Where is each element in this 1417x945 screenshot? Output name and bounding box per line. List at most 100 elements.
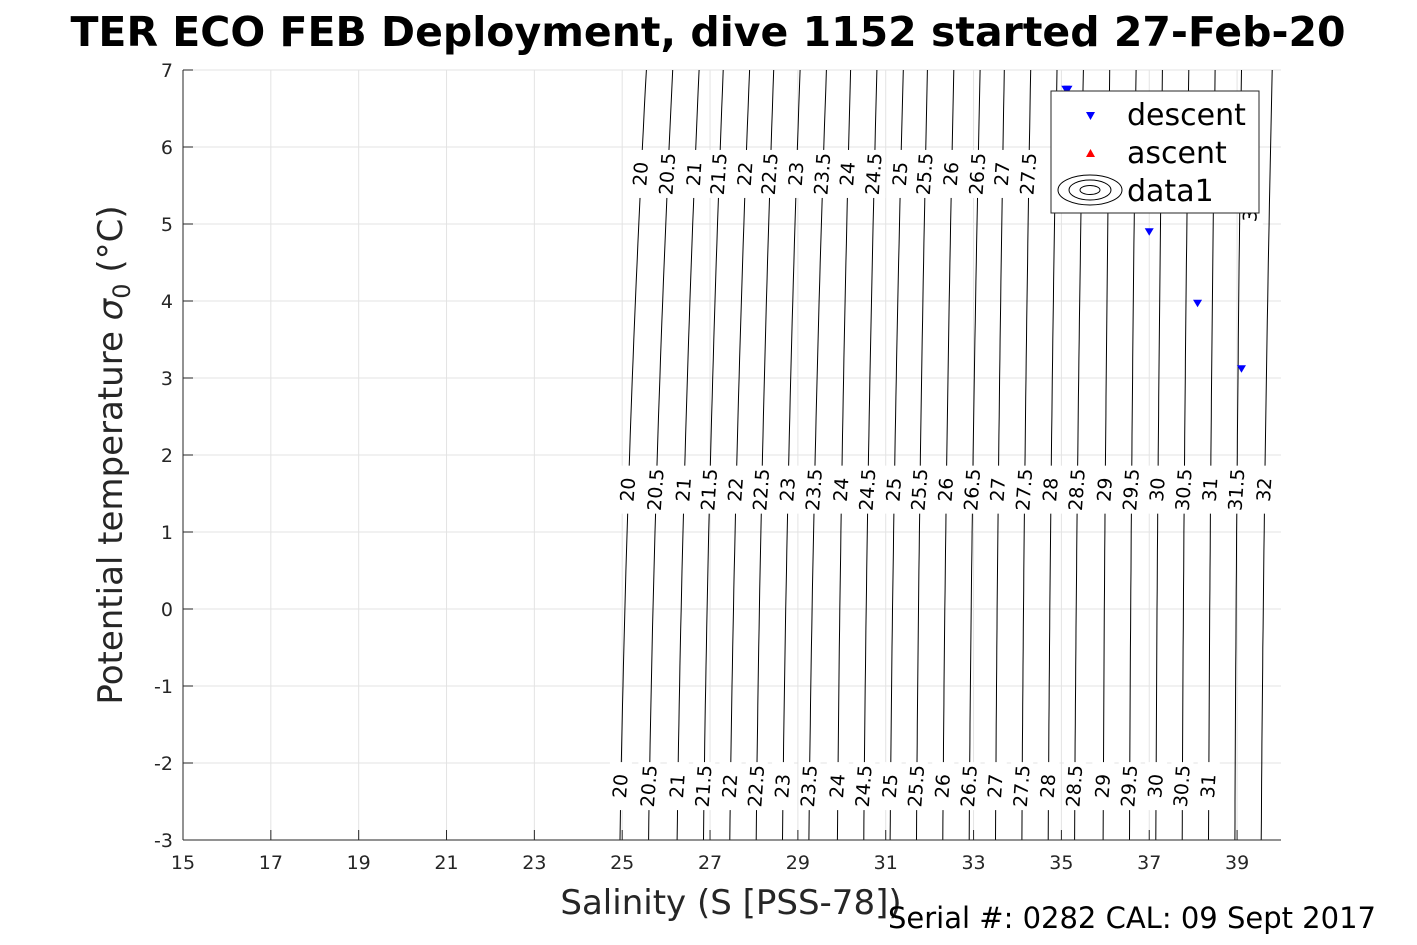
legend-ascent-marker: [1086, 149, 1095, 157]
y-tick-label: 0: [161, 599, 173, 621]
contour-label-bg: [991, 149, 1014, 198]
contour-line-22: [729, 69, 751, 841]
contour-label-bg: [853, 762, 876, 811]
contour-label-25: 25: [889, 161, 913, 187]
contour-line-20: [619, 69, 647, 841]
contour-label-bg: [935, 465, 958, 514]
contour-label-bg: [908, 465, 931, 514]
contour-label-31: 31: [1197, 773, 1221, 799]
x-tick-label: 15: [171, 852, 195, 874]
contour-label-bg: [803, 465, 826, 514]
contour-label-bg: [693, 762, 716, 811]
contour-label-bg: [966, 149, 989, 198]
contour-label-bg: [830, 465, 853, 514]
descent-point: [1063, 85, 1073, 94]
contour-label-27-5: 27.5: [1012, 468, 1037, 512]
contour-label-bg: [914, 149, 937, 198]
y-tick-label: 5: [161, 214, 173, 236]
x-tick-label: 39: [1225, 852, 1249, 874]
contour-label-bg: [617, 465, 640, 514]
contour-label-25: 25: [879, 773, 903, 799]
contour-label-bg: [883, 465, 906, 514]
contour-label-24: 24: [826, 773, 850, 799]
contour-label-23: 23: [771, 773, 795, 799]
contour-label-25-5: 25.5: [908, 468, 933, 512]
contour-label-21: 21: [672, 477, 696, 503]
legend-contour-icon: [1057, 174, 1123, 206]
contour-label-21: 21: [666, 773, 690, 799]
contour-label-bg: [1173, 465, 1196, 514]
x-tick-label: 35: [1049, 852, 1073, 874]
contour-label-30-5: 30.5: [1170, 764, 1195, 808]
x-tick-label: 25: [610, 852, 634, 874]
contour-label-bg: [725, 465, 748, 514]
contour-label-29: 29: [1091, 773, 1115, 799]
contour-label-24: 24: [836, 161, 860, 187]
contour-line-23: [782, 69, 801, 841]
contour-line-25: [889, 69, 904, 841]
contour-label-bg: [698, 465, 721, 514]
contour-label-bg: [1066, 465, 1089, 514]
x-tick-label: 33: [961, 852, 985, 874]
contour-label-bg: [1063, 762, 1086, 811]
contour-label-30-5: 30.5: [1172, 468, 1197, 512]
contour-label-26-5: 26.5: [960, 468, 985, 512]
chart-title: TER ECO FEB Deployment, dive 1152 starte…: [70, 8, 1345, 56]
y-tick-label: 7: [161, 60, 173, 82]
contour-label-24: 24: [830, 477, 854, 503]
contour-label-25-5: 25.5: [913, 152, 938, 196]
descent-point: [1144, 228, 1154, 236]
contour-label-bg: [609, 762, 632, 811]
contour-label-bg: [1118, 762, 1141, 811]
contour-line-27-5: [1021, 69, 1032, 841]
contour-label-21-5: 21.5: [697, 468, 722, 512]
contour-label-bg: [1225, 465, 1248, 514]
contour-label-bg: [1171, 762, 1194, 811]
contour-label-21-5: 21.5: [707, 152, 732, 196]
contour-label-bg: [905, 762, 928, 811]
serial-cal-footer: Serial #: 0282 CAL: 09 Sept 2017: [888, 901, 1376, 935]
contour-label-bg: [1197, 762, 1220, 811]
contour-label-bg: [932, 762, 955, 811]
y-tick-label: 1: [161, 522, 173, 544]
contour-label-24-5: 24.5: [862, 152, 887, 196]
legend: descent ascent data1: [1050, 90, 1260, 214]
contour-label-bg: [879, 762, 902, 811]
contour-label-bg: [772, 762, 795, 811]
contour-label-bg: [836, 149, 859, 198]
y-axis-label-subscript: 0: [108, 283, 136, 298]
contour-label-26-5: 26.5: [966, 152, 991, 196]
x-tick-label: 29: [786, 852, 810, 874]
contour-label-bg: [734, 149, 757, 198]
contour-label-29-5: 29.5: [1119, 468, 1144, 512]
descent-point: [1236, 365, 1246, 373]
contour-label-20-5: 20.5: [655, 152, 680, 196]
legend-ascent-label: ascent: [1127, 136, 1227, 171]
contour-label-bg: [1120, 465, 1143, 514]
legend-descent-label: descent: [1127, 98, 1246, 133]
contour-label-25: 25: [882, 477, 906, 503]
data-points: [1061, 85, 1246, 373]
contour-line-26-5: [968, 69, 981, 841]
contour-label-bg: [961, 465, 984, 514]
contour-label-30: 30: [1146, 477, 1170, 503]
y-axis-label: Potential temperature σ0 (°C): [91, 205, 136, 704]
contour-label-bg: [745, 762, 768, 811]
legend-box: [1050, 90, 1260, 214]
contour-line-21-5: [703, 69, 724, 841]
y-tick-label: -2: [154, 753, 173, 775]
contour-label-bg: [889, 149, 912, 198]
y-tick-label: -1: [154, 676, 173, 698]
contour-label-24-5: 24.5: [856, 468, 881, 512]
contour-label-bg: [708, 149, 731, 198]
y-axis-label-text: Potential temperature: [91, 320, 131, 704]
contour-label-26-5: 26.5: [957, 764, 982, 808]
contour-label-bg: [1199, 465, 1222, 514]
x-tick-label: 31: [874, 852, 898, 874]
contour-label-28-5: 28.5: [1062, 764, 1087, 808]
contour-line-22-5: [755, 69, 775, 841]
contour-label-26: 26: [940, 161, 964, 187]
contour-label-bg: [1092, 762, 1115, 811]
